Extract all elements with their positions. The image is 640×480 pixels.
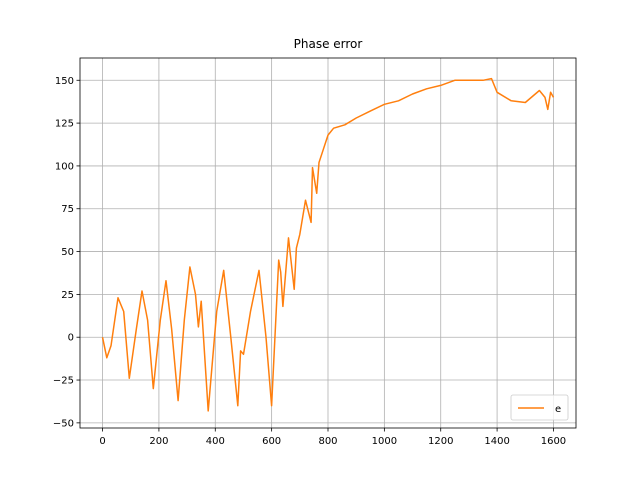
series-line-e xyxy=(101,77,555,412)
grid-lines xyxy=(80,58,576,428)
y-tick-label: −50 xyxy=(53,418,74,429)
x-tick-label: 1200 xyxy=(428,436,453,447)
y-tick-label: 125 xyxy=(55,119,74,130)
x-tick-label: 400 xyxy=(206,436,225,447)
y-tick-label: 50 xyxy=(61,247,74,258)
x-tick-label: 800 xyxy=(318,436,337,447)
y-tick-label: 75 xyxy=(61,204,74,215)
x-tick-label: 1600 xyxy=(541,436,566,447)
x-tick-label: 600 xyxy=(262,436,281,447)
x-tick-label: 1400 xyxy=(484,436,509,447)
legend: e xyxy=(510,394,569,421)
y-tick-label: −25 xyxy=(53,376,74,387)
x-tick-label: 1000 xyxy=(372,436,397,447)
legend-label-e: e xyxy=(555,404,561,415)
axis-ticks: 0 200 400 600 800 1000 1200 1400 1600 −50 −25 0 25 50… xyxy=(53,76,566,447)
series-layer xyxy=(101,77,555,412)
x-tick-label: 0 xyxy=(99,436,105,447)
y-tick-label: 25 xyxy=(61,290,74,301)
y-tick-label: 150 xyxy=(55,76,74,87)
x-tick-label: 200 xyxy=(149,436,168,447)
chart-title: Phase error xyxy=(294,37,363,51)
y-tick-label: 0 xyxy=(68,333,74,344)
y-tick-label: 100 xyxy=(55,161,74,172)
